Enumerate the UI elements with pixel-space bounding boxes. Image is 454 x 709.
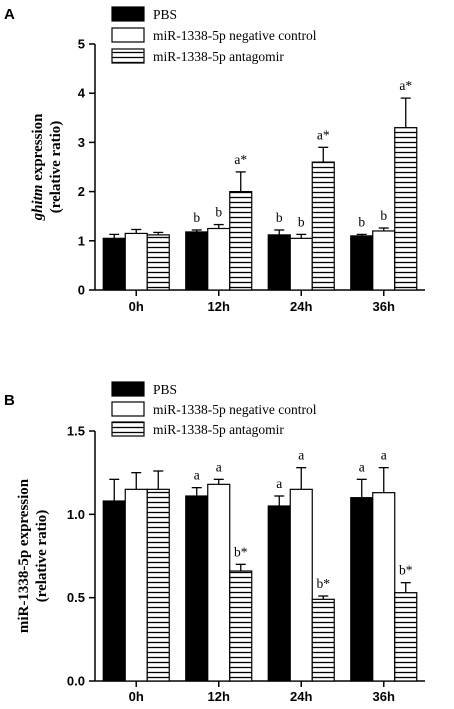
- x-tick-label: 36h: [373, 299, 395, 314]
- significance-label: a: [216, 459, 222, 474]
- y-axis-title-line2: (relative ratio): [34, 510, 50, 603]
- bar: [350, 235, 374, 291]
- x-tick-label: 12h: [208, 299, 230, 314]
- chart-panel-b: B PBS miR-1338-5p negative control miR-1338…: [4, 381, 425, 704]
- panel-letter: A: [4, 6, 15, 23]
- y-axis-title-line1: ghitm expression: [30, 113, 46, 221]
- significance-label: a: [381, 448, 387, 463]
- bar: [146, 234, 170, 291]
- bar: [102, 237, 126, 291]
- y-tick-label: 1: [78, 233, 85, 248]
- legend-swatch: [111, 421, 145, 437]
- bar: [267, 234, 291, 291]
- bar: [229, 570, 253, 682]
- y-tick-label: 1.5: [67, 424, 85, 439]
- bar: [394, 127, 418, 291]
- panel-letter: B: [4, 392, 15, 409]
- bar: [229, 191, 253, 291]
- y-axis-title-text: expression: [30, 113, 46, 185]
- x-tick-label: 12h: [208, 689, 230, 704]
- y-tick-label: 4: [78, 86, 86, 101]
- bar: [146, 488, 170, 682]
- bar: [289, 488, 313, 682]
- bar: [311, 598, 335, 682]
- x-tick-label: 36h: [373, 689, 395, 704]
- legend-label: miR-1338-5p antagomir: [153, 422, 284, 437]
- legend-swatch: [111, 6, 145, 22]
- significance-label: a*: [234, 152, 247, 167]
- bar: [124, 232, 148, 291]
- y-tick-label: 0.5: [67, 590, 85, 605]
- legend-label: PBS: [153, 382, 177, 397]
- y-tick-label: 3: [78, 135, 85, 150]
- legend-swatch: [111, 401, 145, 417]
- legend-label: PBS: [153, 7, 177, 22]
- significance-label: a*: [317, 127, 330, 142]
- legend-label: miR-1338-5p negative control: [153, 402, 317, 417]
- significance-label: b: [298, 214, 305, 229]
- significance-label: b: [215, 205, 222, 220]
- significance-label: b*: [317, 576, 331, 591]
- significance-label: b: [358, 214, 365, 229]
- bar: [207, 227, 231, 291]
- significance-label: b: [193, 210, 200, 225]
- bar: [350, 497, 374, 682]
- significance-label: a*: [399, 78, 412, 93]
- bar: [289, 237, 313, 291]
- legend-swatch: [111, 48, 145, 64]
- bar: [372, 492, 396, 682]
- y-tick-label: 0.0: [67, 674, 85, 689]
- x-tick-label: 24h: [290, 299, 312, 314]
- y-tick-label: 2: [78, 184, 85, 199]
- y-tick-label: 1.0: [67, 507, 85, 522]
- x-tick-label: 0h: [129, 299, 144, 314]
- legend-swatch: [111, 27, 145, 43]
- bar: [372, 230, 396, 291]
- significance-label: b*: [399, 563, 413, 578]
- significance-label: b: [380, 208, 387, 223]
- bar: [394, 592, 418, 682]
- legend-label: miR-1338-5p negative control: [153, 28, 317, 43]
- bar: [207, 483, 231, 682]
- y-axis-title-gene: ghitm: [30, 185, 46, 222]
- bar: [102, 500, 126, 682]
- significance-label: a: [194, 468, 200, 483]
- significance-label: b: [276, 210, 283, 225]
- bar: [185, 495, 209, 682]
- legend-swatch: [111, 381, 145, 397]
- y-axis-title-text: miR-1338-5p expression: [16, 478, 32, 633]
- y-tick-label: 0: [78, 283, 85, 298]
- legend-label: miR-1338-5p antagomir: [153, 49, 284, 64]
- x-tick-label: 24h: [290, 689, 312, 704]
- significance-label: b*: [234, 544, 248, 559]
- y-axis-title-line1: miR-1338-5p expression: [16, 478, 32, 633]
- significance-label: a: [276, 476, 282, 491]
- y-tick-label: 5: [78, 37, 85, 52]
- bar: [185, 231, 209, 291]
- bar: [124, 488, 148, 682]
- bar: [267, 505, 291, 682]
- significance-label: a: [359, 459, 365, 474]
- y-axis-title-line2: (relative ratio): [48, 121, 64, 214]
- significance-label: a: [298, 448, 304, 463]
- chart-panel-a: A PBS miR-1338-5p negative control miR-1338…: [4, 6, 425, 314]
- bar: [311, 161, 335, 291]
- x-tick-label: 0h: [129, 689, 144, 704]
